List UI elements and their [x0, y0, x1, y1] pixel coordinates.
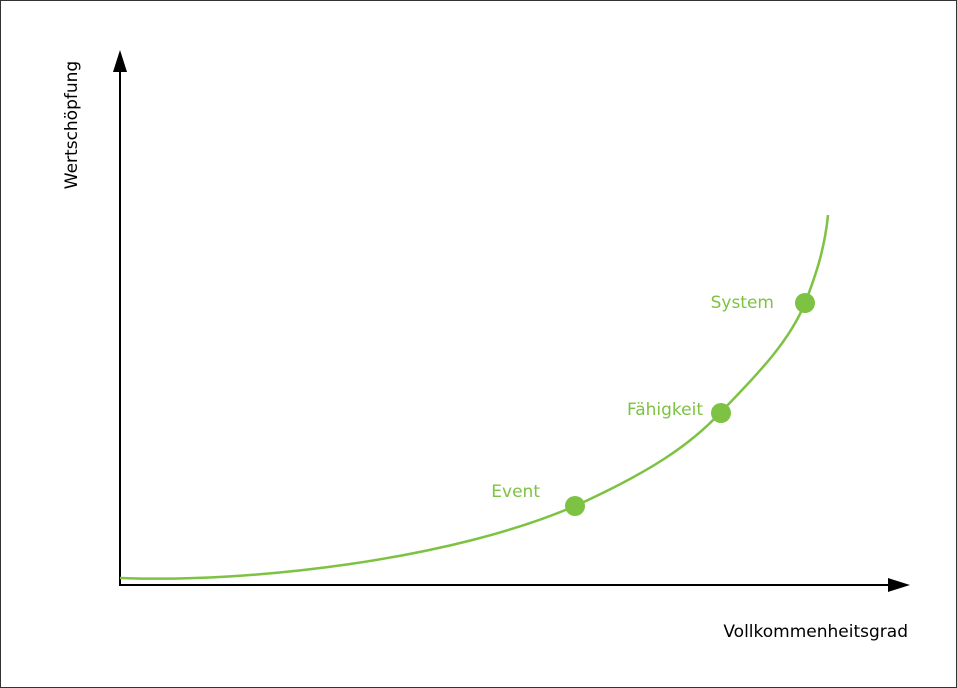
point-label: System — [711, 293, 774, 313]
y-axis-arrow — [113, 50, 127, 72]
x-axis-label: Vollkommenheitsgrad — [723, 622, 908, 642]
point-marker — [795, 293, 815, 313]
point-marker — [565, 496, 585, 516]
point-marker — [711, 403, 731, 423]
x-axis-arrow — [888, 578, 910, 592]
point-label: Event — [491, 482, 540, 502]
point-label: Fähigkeit — [627, 400, 703, 420]
y-axis-label: Wertschöpfung — [62, 61, 82, 189]
